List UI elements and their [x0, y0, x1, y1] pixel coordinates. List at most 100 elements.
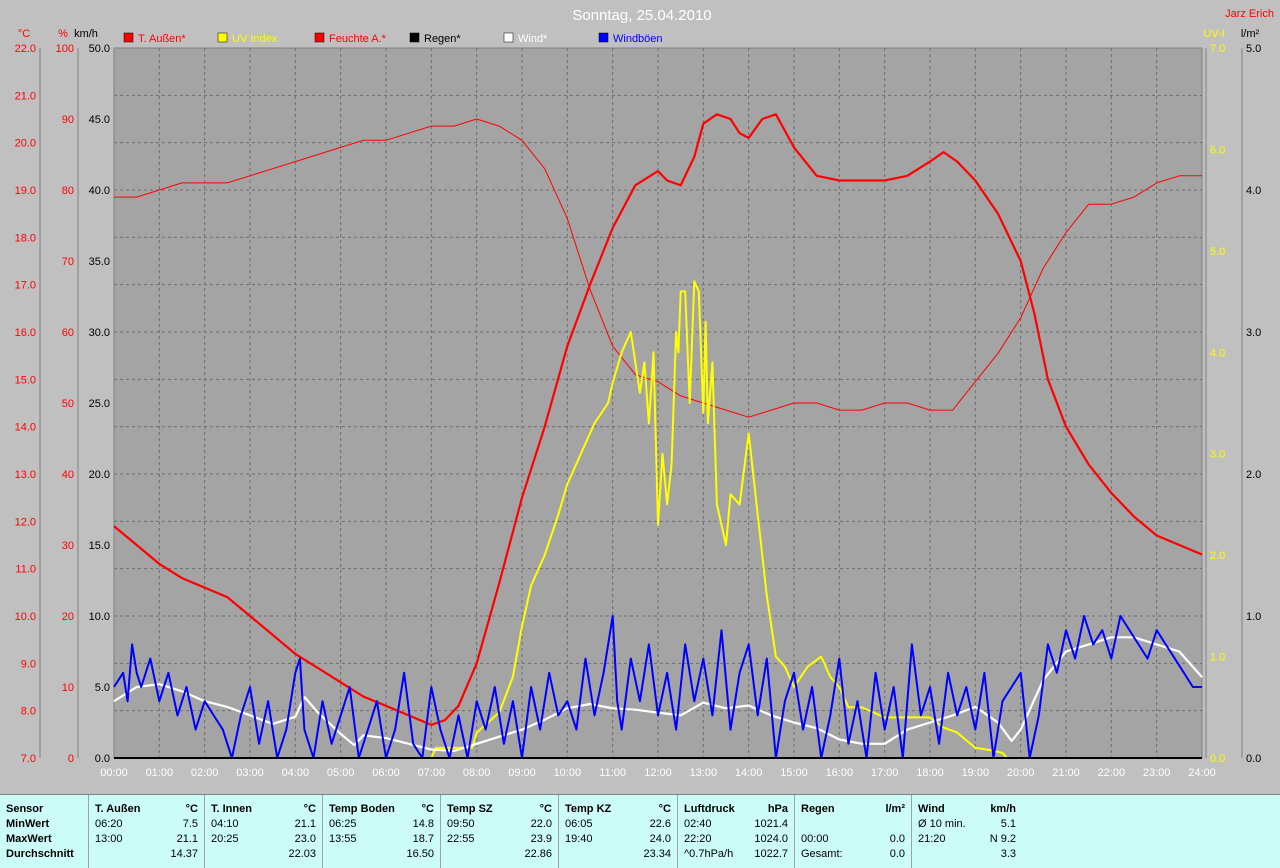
legend-swatch: [123, 32, 134, 43]
series-wind-: [113, 636, 1203, 753]
tick-temp: 10.0: [15, 611, 36, 623]
tick-temp: 13.0: [15, 469, 36, 481]
cell-value: 23.9: [530, 833, 552, 845]
tick-temp: 17.0: [15, 280, 36, 292]
cell-label: 04:10: [211, 818, 239, 830]
summary-column: Temp KZ °C 06:05 22.6 19:40 24.0 23.34: [559, 795, 678, 868]
tick-time: 20:00: [1007, 767, 1035, 779]
tick-time: 08:00: [463, 767, 491, 779]
tick-humidity: 70: [62, 256, 74, 268]
weather-chart: 7.0 8.0 9.0 10.0 11.0 12.0 13.0 14.0 15.0 16.0 17.…: [14, 7, 1274, 779]
tick-time: 15:00: [780, 767, 808, 779]
tick-wind: 50.0: [89, 43, 110, 55]
column-header: Temp SZ: [447, 803, 493, 815]
tick-time: 01:00: [146, 767, 174, 779]
legend-label: Regen*: [424, 33, 461, 45]
tick-uv: 6.0: [1210, 144, 1225, 156]
tick-humidity: 80: [62, 185, 74, 197]
unit-humidity: %: [58, 28, 68, 40]
cell-value: 18.7: [412, 833, 434, 845]
tick-rain: 4.0: [1246, 185, 1261, 197]
cell-label: 13:00: [95, 833, 123, 845]
column-header: Temp Boden: [329, 803, 395, 815]
tick-wind: 10.0: [89, 611, 110, 623]
tick-temp: 22.0: [15, 43, 36, 55]
cell-label: 19:40: [565, 833, 593, 845]
cell-label: 13:55: [329, 833, 357, 845]
tick-time: 21:00: [1052, 767, 1080, 779]
cell-label: MinWert: [6, 818, 50, 830]
column-unit: l/m²: [885, 803, 905, 815]
column-header: Luftdruck: [684, 803, 735, 815]
cell-value: 22.6: [649, 818, 671, 830]
cell-label: 09:50: [447, 818, 475, 830]
cell-value: 23.0: [294, 833, 316, 845]
tick-temp: 21.0: [15, 90, 36, 102]
cell-label: Ø 10 min.: [918, 818, 966, 830]
cell-value: 16.50: [406, 848, 434, 860]
tick-time: 19:00: [962, 767, 990, 779]
tick-temp: 16.0: [15, 327, 36, 339]
column-header: Temp KZ: [565, 803, 612, 815]
cell-value: 22.0: [530, 818, 552, 830]
cell-value: 24.0: [649, 833, 671, 845]
tick-time: 03:00: [236, 767, 264, 779]
tick-temp: 14.0: [15, 422, 36, 434]
column-unit: km/h: [990, 803, 1016, 815]
cell-value: 0.0: [889, 833, 905, 845]
column-unit: °C: [303, 803, 316, 815]
legend-swatch: [503, 32, 514, 43]
legend-label: Windböen: [613, 33, 663, 45]
tick-uv: 3.0: [1210, 449, 1225, 461]
cell-value: 21.1: [176, 833, 198, 845]
column-unit: °C: [185, 803, 198, 815]
tick-time: 18:00: [916, 767, 944, 779]
tick-temp: 20.0: [15, 138, 36, 150]
cell-label: 06:20: [95, 818, 123, 830]
tick-time: 14:00: [735, 767, 763, 779]
tick-time: 02:00: [191, 767, 219, 779]
cell-value: 22.03: [288, 848, 316, 860]
tick-humidity: 100: [56, 43, 74, 55]
cell-label: ^0.7hPa/h: [684, 848, 734, 860]
tick-time: 12:00: [644, 767, 672, 779]
legend: T. Außen* UV Index Feuchte A.* Regen* Wind* W…: [123, 32, 663, 45]
cell-value: 1024.0: [754, 833, 788, 845]
tick-time: 07:00: [418, 767, 446, 779]
column-header: Regen: [801, 803, 835, 815]
tick-humidity: 0: [68, 753, 74, 765]
cell-label: 00:00: [801, 833, 829, 845]
cell-label: 20:25: [211, 833, 239, 845]
chart-title: Sonntag, 25.04.2010: [572, 7, 711, 24]
summary-column: Regen l/m² 00:00 0.0 Gesamt: 0.0: [795, 795, 912, 868]
tick-uv: 4.0: [1210, 347, 1225, 359]
cell-label: MaxWert: [6, 833, 52, 845]
tick-rain: 2.0: [1246, 469, 1261, 481]
tick-time: 17:00: [871, 767, 899, 779]
unit-rain: l/m²: [1241, 28, 1260, 40]
tick-time: 24:00: [1188, 767, 1216, 779]
legend-swatch: [598, 32, 609, 43]
tick-wind: 40.0: [89, 185, 110, 197]
cell-value: 3.3: [1000, 848, 1016, 860]
summary-column: Temp Boden °C 06:25 14.8 13:55 18.7 16.50: [323, 795, 441, 868]
tick-wind: 15.0: [89, 540, 110, 552]
cell-value: 1022.7: [754, 848, 788, 860]
tick-uv: 0.0: [1210, 753, 1225, 765]
series-t-au-en-: [113, 113, 1203, 727]
tick-uv: 5.0: [1210, 246, 1225, 258]
column-unit: °C: [421, 803, 434, 815]
tick-temp: 9.0: [21, 658, 36, 670]
tick-time: 11:00: [599, 767, 626, 779]
tick-uv: 7.0: [1210, 43, 1225, 55]
tick-wind: 30.0: [89, 327, 110, 339]
tick-uv: 2.0: [1210, 550, 1225, 562]
cell-value: 23.34: [643, 848, 671, 860]
tick-humidity: 90: [62, 114, 74, 126]
cell-value: 1021.4: [754, 818, 788, 830]
legend-swatch: [314, 32, 325, 43]
tick-time: 13:00: [690, 767, 718, 779]
cell-label: Gesamt:: [801, 848, 843, 860]
cell-value: 14.8: [412, 818, 434, 830]
cell-value: 5.1: [1000, 818, 1016, 830]
